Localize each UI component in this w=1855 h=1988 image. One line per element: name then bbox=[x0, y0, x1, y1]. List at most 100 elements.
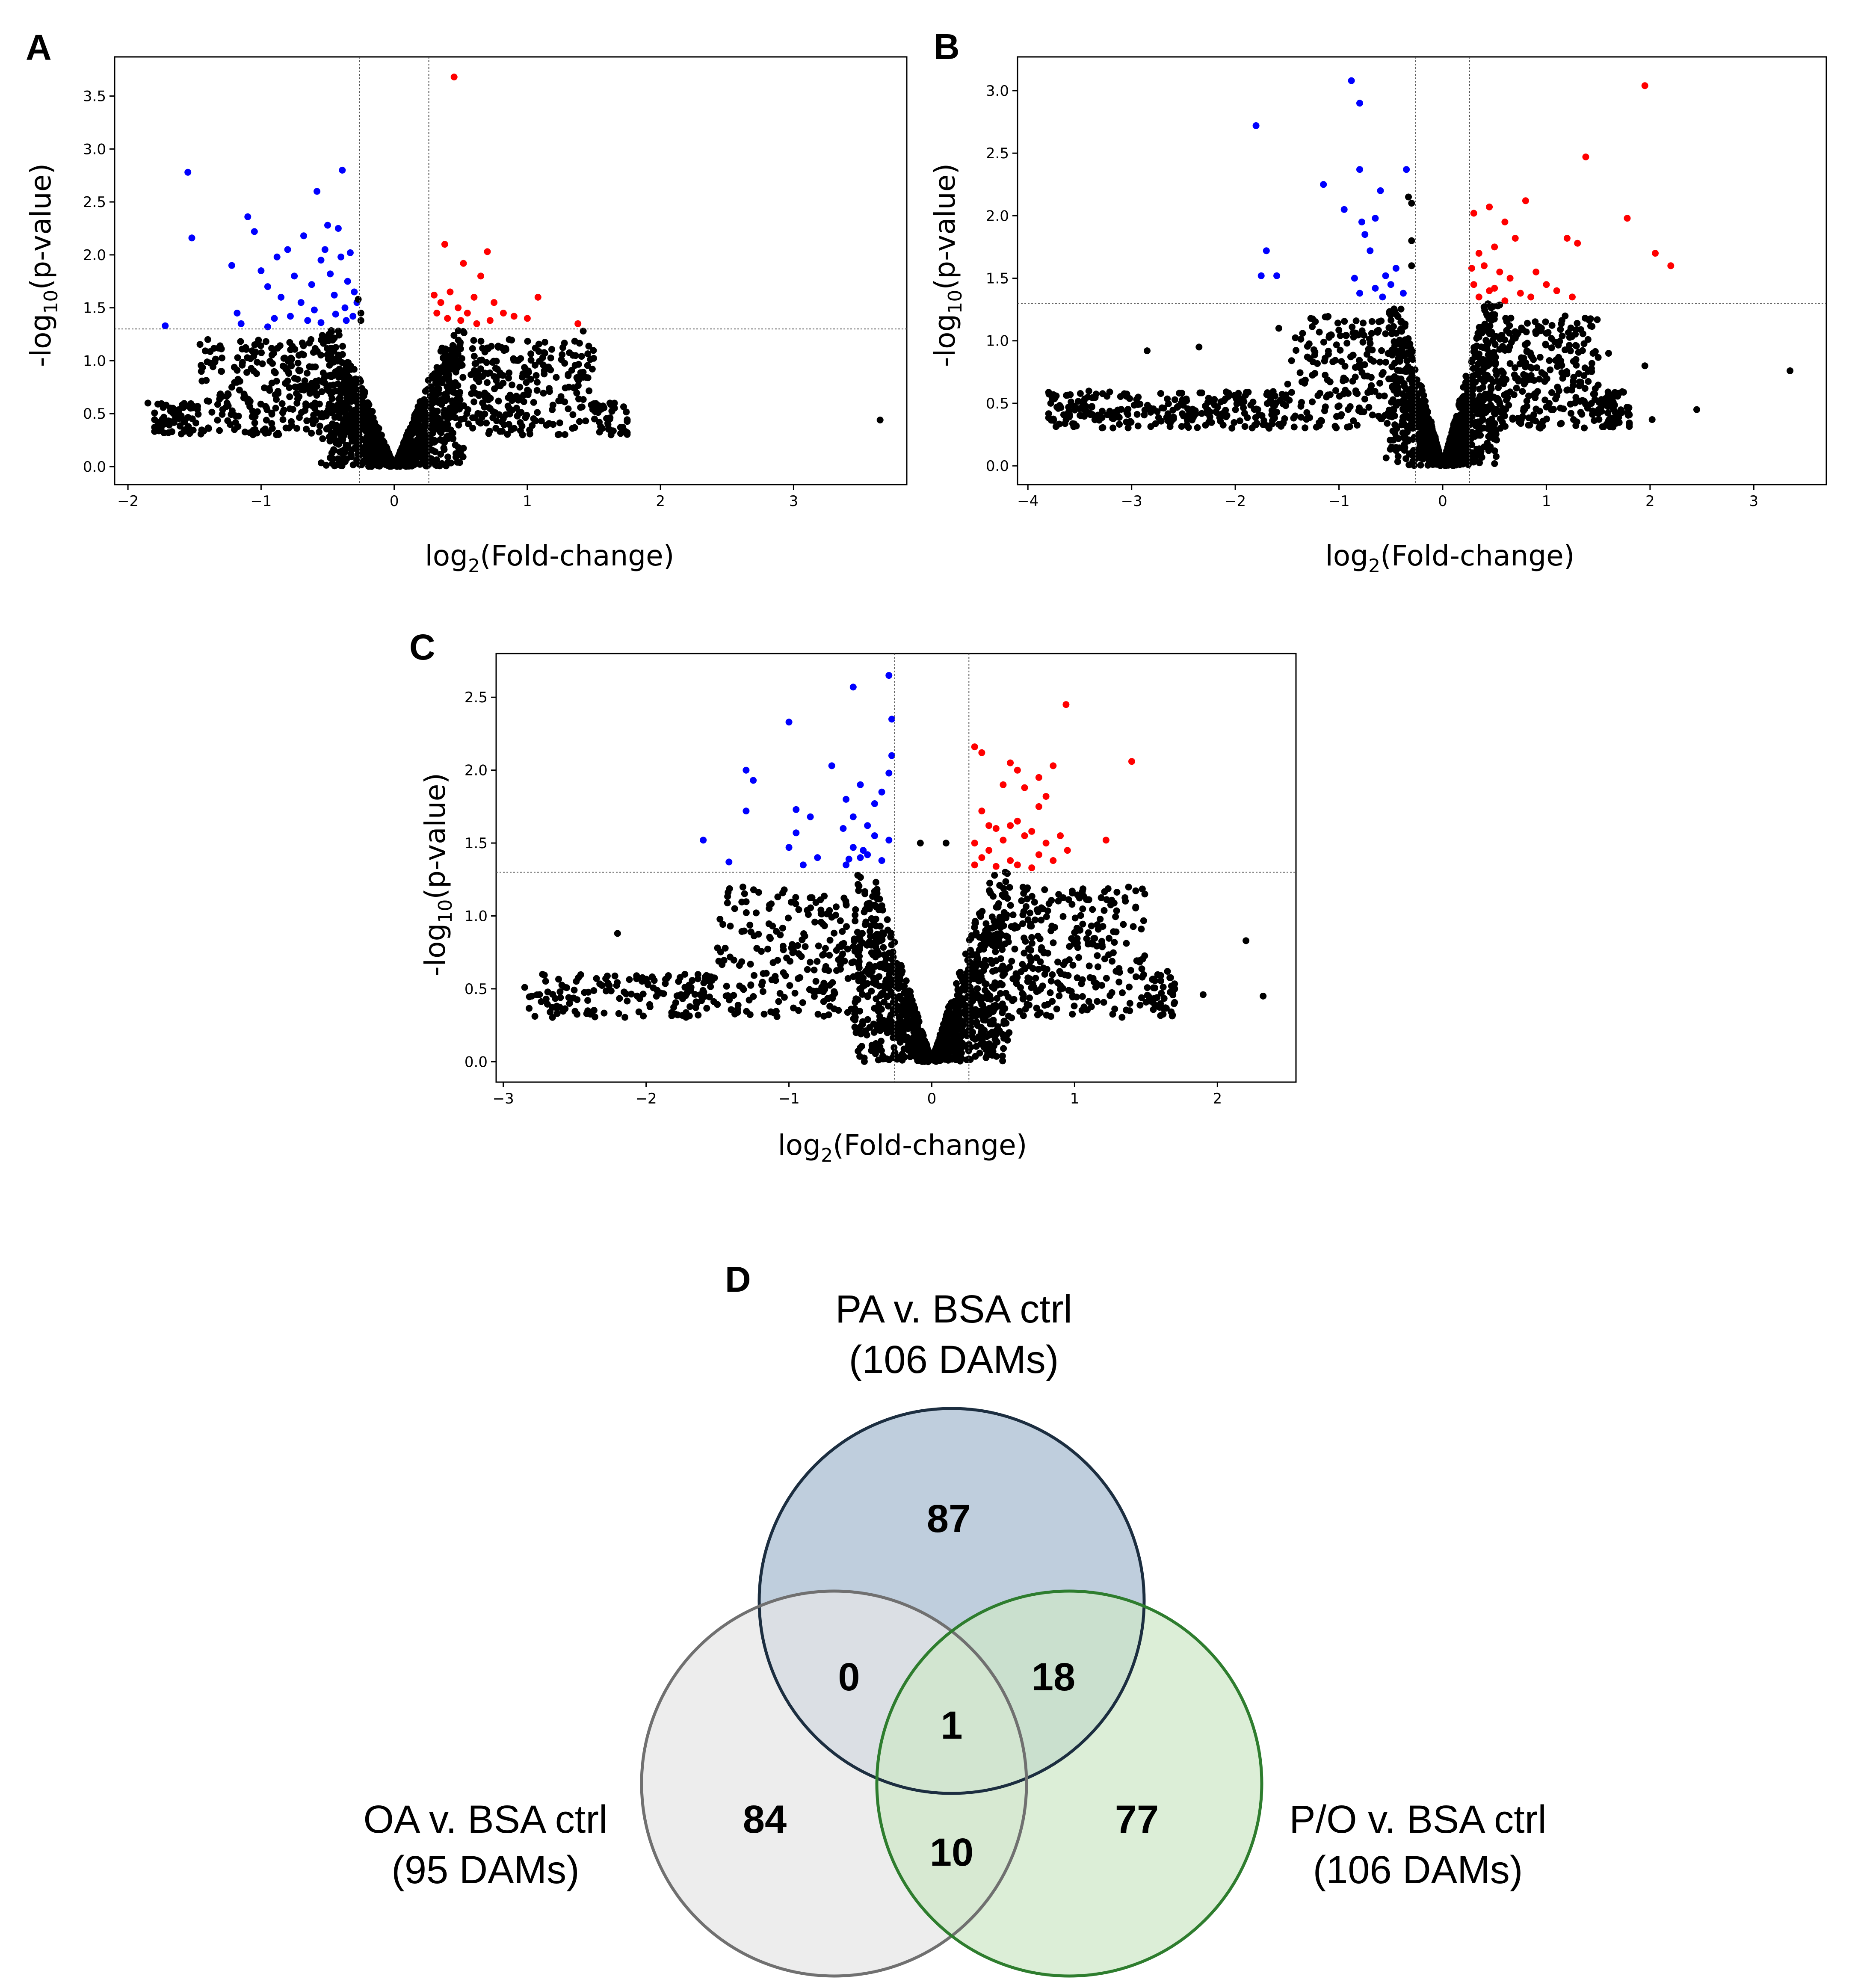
panel-b-x-tick-label: −4 bbox=[1017, 493, 1038, 510]
panel-b-point-ns bbox=[1278, 390, 1286, 398]
panel-b-point-ns bbox=[1343, 340, 1351, 347]
panel-a-point-ns bbox=[322, 462, 330, 469]
panel-c-point-ns bbox=[1019, 920, 1026, 927]
panel-b-point-ns bbox=[1566, 334, 1573, 341]
panel-a-point-upregulated bbox=[447, 288, 454, 296]
panel-a-point-ns bbox=[325, 355, 332, 363]
panel-a-point-upregulated bbox=[455, 304, 462, 311]
panel-a-point-ns bbox=[242, 344, 249, 351]
panel-a-point-ns bbox=[584, 350, 592, 358]
panel-a-point-ns bbox=[398, 451, 405, 458]
panel-a-point-ns bbox=[527, 350, 535, 358]
panel-a-point-ns bbox=[236, 387, 243, 393]
panel-a-point-ns bbox=[402, 444, 409, 452]
panel-b-point-ns bbox=[1374, 328, 1381, 336]
panel-a-point-downregulated bbox=[251, 228, 258, 235]
panel-a-point-ns bbox=[565, 405, 572, 412]
panel-c-point-ns bbox=[739, 883, 746, 890]
panel-a-point-ns bbox=[578, 353, 585, 360]
panel-a-point-ns bbox=[455, 421, 462, 429]
panel-b-point-ns bbox=[1360, 408, 1367, 415]
panel-b-point-ns bbox=[1382, 358, 1389, 366]
panel-b-point-ns bbox=[1277, 396, 1284, 404]
panel-a-x-axis-label: log2(Fold-change) bbox=[425, 539, 674, 577]
panel-a-point-ns bbox=[202, 347, 209, 355]
panel-a-point-upregulated bbox=[444, 315, 451, 322]
panel-b-point-ns bbox=[1506, 360, 1514, 367]
panel-a-point-ns bbox=[535, 340, 542, 348]
panel-a-point-ns bbox=[569, 352, 577, 359]
panel-a-point-ns bbox=[183, 402, 190, 409]
panel-b-point-ns bbox=[1376, 392, 1383, 399]
panel-c-point-ns bbox=[639, 991, 647, 997]
panel-a-point-ns bbox=[288, 418, 295, 425]
panel-a-point-ns bbox=[453, 368, 459, 376]
panel-b-point-ns bbox=[1420, 441, 1427, 448]
panel-b-point-ns bbox=[1480, 356, 1487, 363]
panel-b-point-ns bbox=[1557, 326, 1564, 333]
panel-b-point-ns bbox=[1349, 329, 1357, 336]
panel-b-point-ns bbox=[1626, 423, 1633, 430]
panel-a-point-ns bbox=[284, 377, 291, 385]
panel-a-point-ns bbox=[343, 364, 350, 371]
panel-c-point-ns bbox=[1069, 1011, 1076, 1018]
panel-c-point-ns bbox=[753, 909, 760, 917]
panel-b-point-ns bbox=[1397, 318, 1405, 325]
panel-a-point-ns bbox=[550, 421, 557, 428]
panel-b-point-ns bbox=[1610, 391, 1617, 399]
panel-b-point-downregulated bbox=[1320, 181, 1327, 188]
panel-a-point-ns bbox=[189, 426, 197, 434]
panel-b-point-downregulated bbox=[1379, 293, 1386, 301]
panel-b-point-ns bbox=[1591, 417, 1598, 424]
panel-a-point-ns bbox=[524, 337, 531, 345]
panel-b-point-ns bbox=[1068, 398, 1075, 405]
panel-c-point-ns bbox=[553, 1010, 561, 1017]
panel-a-point-ns bbox=[268, 409, 275, 417]
panel-a-point-ns bbox=[315, 377, 322, 384]
panel-c-point-ns bbox=[804, 907, 811, 914]
panel-b-point-ns bbox=[1455, 417, 1462, 424]
panel-b-point-ns bbox=[1523, 397, 1530, 405]
panel-b-point-ns bbox=[1369, 411, 1376, 419]
panel-a-point-ns bbox=[541, 370, 548, 378]
panel-a-point-ns bbox=[243, 369, 251, 376]
panel-b-point-ns bbox=[1389, 375, 1396, 382]
panel-b-point-upregulated bbox=[1582, 153, 1589, 160]
panel-a-point-ns bbox=[504, 431, 511, 438]
panel-c-point-ns bbox=[794, 942, 802, 949]
panel-c-point-ns bbox=[844, 945, 851, 953]
panel-b-point-ns bbox=[1525, 421, 1532, 429]
panel-b-point-ns bbox=[1334, 320, 1341, 327]
panel-c-point-ns bbox=[743, 1008, 750, 1015]
panel-a-point-ns bbox=[584, 362, 591, 369]
panel-c-point-ns bbox=[1123, 940, 1130, 947]
panel-a-point-downregulated bbox=[346, 249, 354, 256]
panel-b-point-ns bbox=[1352, 364, 1359, 371]
panel-b-point-ns bbox=[1394, 367, 1401, 374]
panel-b-point-ns bbox=[1157, 417, 1165, 425]
panel-a-point-ns bbox=[456, 341, 464, 348]
panel-a-point-ns bbox=[205, 398, 212, 405]
panel-b-x-tick-label: 0 bbox=[1438, 493, 1447, 510]
panel-c-point-ns bbox=[547, 1009, 554, 1016]
panel-a-point-downregulated bbox=[317, 257, 325, 264]
panel-b-point-downregulated bbox=[1257, 272, 1265, 279]
panel-a-point-ns bbox=[456, 405, 463, 413]
panel-a-point-ns bbox=[286, 384, 293, 391]
panel-c-point-ns bbox=[833, 903, 840, 911]
panel-a-point-ns bbox=[232, 412, 239, 419]
panel-b-point-ns bbox=[1581, 385, 1589, 392]
panel-b-point-ns bbox=[1573, 342, 1580, 349]
panel-a-point-ns bbox=[268, 345, 275, 352]
panel-b-point-not-significant bbox=[1693, 406, 1700, 413]
panel-c-point-ns bbox=[1127, 967, 1134, 974]
panel-b-point-upregulated bbox=[1569, 293, 1576, 301]
panel-b-point-upregulated bbox=[1553, 287, 1560, 294]
panel-c-point-ns bbox=[991, 872, 998, 879]
panel-c-point-ns bbox=[1136, 1002, 1144, 1009]
panel-a-point-downregulated bbox=[334, 225, 342, 232]
panel-b-point-ns bbox=[1420, 392, 1427, 399]
panel-a-point-ns bbox=[342, 379, 349, 386]
panel-b-point-ns bbox=[1408, 353, 1415, 361]
panel-b-point-ns bbox=[1080, 397, 1088, 404]
